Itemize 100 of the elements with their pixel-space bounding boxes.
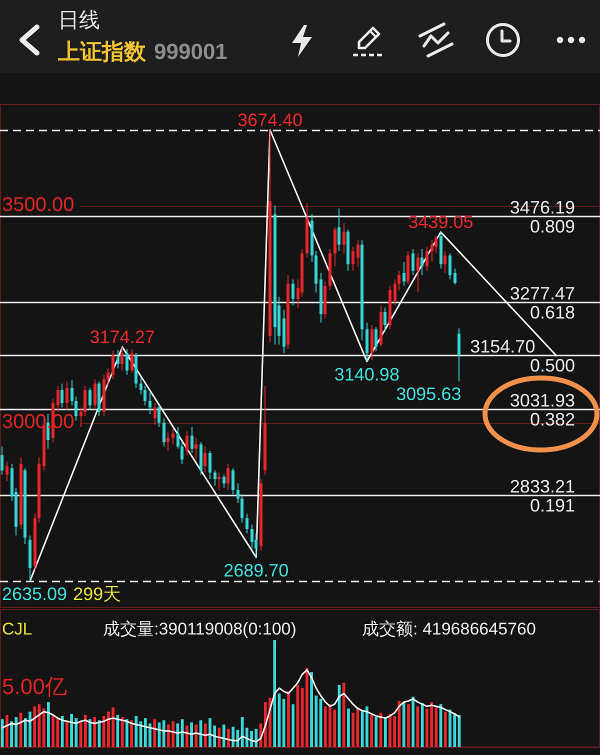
candlestick bbox=[384, 307, 386, 332]
bar bbox=[227, 728, 230, 747]
bar bbox=[365, 706, 368, 747]
candlestick bbox=[180, 442, 184, 464]
candlestick bbox=[80, 406, 82, 428]
annotation: 3140.98 bbox=[334, 364, 400, 384]
candlestick bbox=[74, 396, 78, 421]
candlestick bbox=[120, 346, 124, 372]
candlestick bbox=[144, 385, 146, 406]
annotation: 299天 bbox=[73, 584, 122, 604]
candlestick bbox=[130, 348, 134, 374]
candlestick bbox=[116, 349, 120, 369]
candlestick bbox=[402, 262, 406, 286]
annotation: 3095.63 bbox=[396, 384, 462, 404]
candlestick bbox=[236, 482, 240, 504]
candlestick bbox=[66, 380, 68, 410]
candlestick bbox=[412, 248, 414, 276]
bar bbox=[407, 704, 410, 747]
candlestick bbox=[70, 380, 74, 406]
candlestick bbox=[356, 240, 360, 267]
bar bbox=[342, 682, 346, 747]
bar bbox=[88, 719, 92, 747]
bar bbox=[84, 714, 87, 747]
candlestick bbox=[416, 252, 420, 293]
candlestick bbox=[420, 248, 424, 276]
candlestick bbox=[246, 513, 248, 534]
candlestick bbox=[232, 468, 234, 495]
bar bbox=[347, 708, 350, 747]
bar bbox=[185, 726, 188, 747]
bar bbox=[194, 724, 198, 747]
candlestick bbox=[338, 208, 340, 252]
candlestick bbox=[434, 235, 438, 254]
candlestick bbox=[214, 470, 216, 486]
candlestick bbox=[166, 430, 170, 452]
candlestick bbox=[148, 392, 152, 414]
candlestick bbox=[240, 494, 244, 523]
annotation: 2689.70 bbox=[224, 560, 289, 580]
annotation: 3439.05 bbox=[408, 212, 474, 232]
candlestick bbox=[448, 252, 452, 280]
bar bbox=[402, 702, 406, 747]
candlestick bbox=[398, 270, 400, 291]
bar bbox=[52, 714, 55, 747]
bar bbox=[204, 723, 207, 747]
y-tick-label: 3500.00 bbox=[2, 194, 74, 216]
bar bbox=[412, 696, 415, 747]
bar bbox=[5, 714, 8, 747]
bar bbox=[444, 712, 447, 747]
candlestick bbox=[60, 383, 64, 408]
annotation: 2635.09 bbox=[2, 584, 68, 604]
candlestick bbox=[0, 446, 4, 476]
ref-line-label: 3476.19 0.809 bbox=[510, 198, 575, 236]
candlestick bbox=[254, 532, 258, 558]
candlestick bbox=[6, 461, 8, 482]
ref-line-label: 3031.93 0.382 bbox=[510, 390, 575, 430]
candlestick bbox=[394, 278, 396, 306]
candlestick bbox=[84, 385, 86, 417]
candlestick bbox=[426, 246, 428, 272]
candlestick bbox=[250, 524, 254, 550]
text: 成交额: 419686645760 bbox=[362, 620, 536, 639]
candlestick bbox=[158, 404, 160, 428]
candlestick bbox=[176, 426, 180, 450]
candlestick bbox=[366, 322, 368, 362]
bar bbox=[222, 724, 226, 747]
bar bbox=[352, 712, 355, 747]
candlestick bbox=[226, 463, 230, 490]
candlestick bbox=[352, 246, 354, 272]
bar bbox=[153, 719, 156, 747]
candlestick bbox=[458, 328, 460, 382]
annotation: 3174.27 bbox=[90, 326, 155, 347]
candlestick bbox=[154, 402, 156, 426]
candlestick bbox=[126, 348, 128, 376]
bar bbox=[232, 726, 235, 747]
text: 成交量:390119008(0:100) bbox=[103, 620, 296, 639]
candlestick bbox=[186, 430, 188, 456]
bar bbox=[42, 708, 46, 747]
candlestick bbox=[94, 378, 96, 410]
candlestick bbox=[454, 268, 456, 286]
candlestick bbox=[56, 385, 60, 412]
bar bbox=[305, 668, 308, 747]
chart-title: 日线 bbox=[58, 8, 100, 34]
ref-line-label: 3277.47 0.618 bbox=[510, 284, 575, 322]
candlestick bbox=[172, 428, 174, 445]
annotation: 5.00亿 bbox=[2, 674, 67, 700]
bar bbox=[65, 720, 68, 747]
ref-line-label: 3154.70 0.500 bbox=[470, 336, 575, 376]
bar bbox=[273, 640, 276, 747]
candlestick bbox=[204, 446, 206, 474]
bar bbox=[93, 717, 96, 747]
bar bbox=[282, 698, 286, 747]
bar bbox=[190, 722, 193, 747]
candlestick bbox=[162, 418, 166, 448]
bar bbox=[47, 702, 50, 747]
candlestick bbox=[430, 240, 434, 263]
candlestick bbox=[374, 326, 378, 352]
bar bbox=[125, 719, 128, 747]
candlestick bbox=[444, 250, 446, 274]
bar bbox=[130, 720, 133, 747]
chart-title: CJL bbox=[2, 620, 32, 639]
candlestick bbox=[112, 350, 114, 380]
bar bbox=[33, 706, 36, 747]
